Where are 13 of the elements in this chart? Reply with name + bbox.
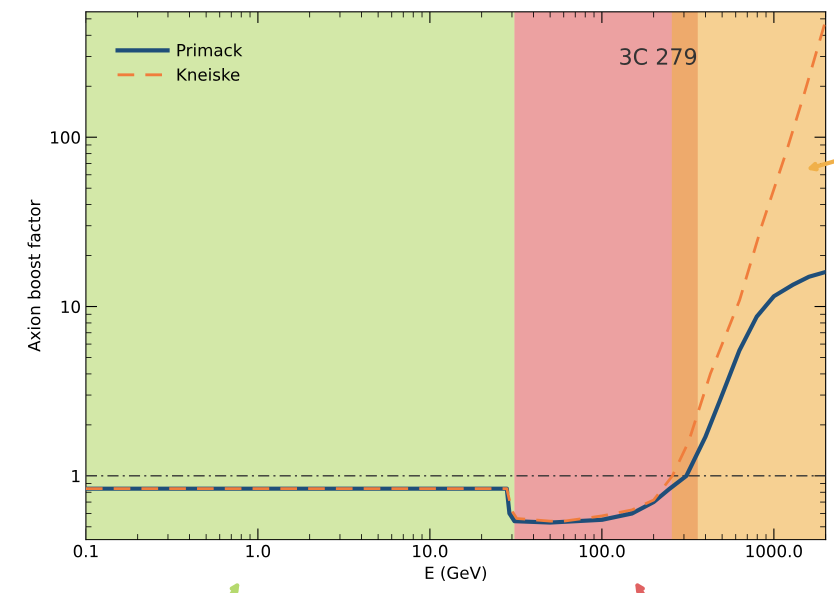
y-tick-label: 10 — [62, 300, 80, 314]
x-axis-title: E (GeV) — [426, 566, 486, 582]
annotation: 3C 279 — [620, 48, 696, 65]
y-tick-label: 1 — [72, 470, 80, 482]
x-tick-label: 10.0 — [413, 544, 448, 558]
y-tick-label: 100 — [51, 131, 80, 144]
y-axis-title: Axion boost factor — [28, 200, 40, 352]
legend-label: Primack — [178, 44, 242, 56]
legend-label: Kneiske — [178, 68, 240, 81]
x-tick-label: 1.0 — [246, 544, 270, 558]
x-tick-label: 1000.0 — [746, 544, 802, 558]
x-tick-label: 0.1 — [74, 544, 98, 558]
x-tick-label: 100.0 — [580, 544, 625, 558]
